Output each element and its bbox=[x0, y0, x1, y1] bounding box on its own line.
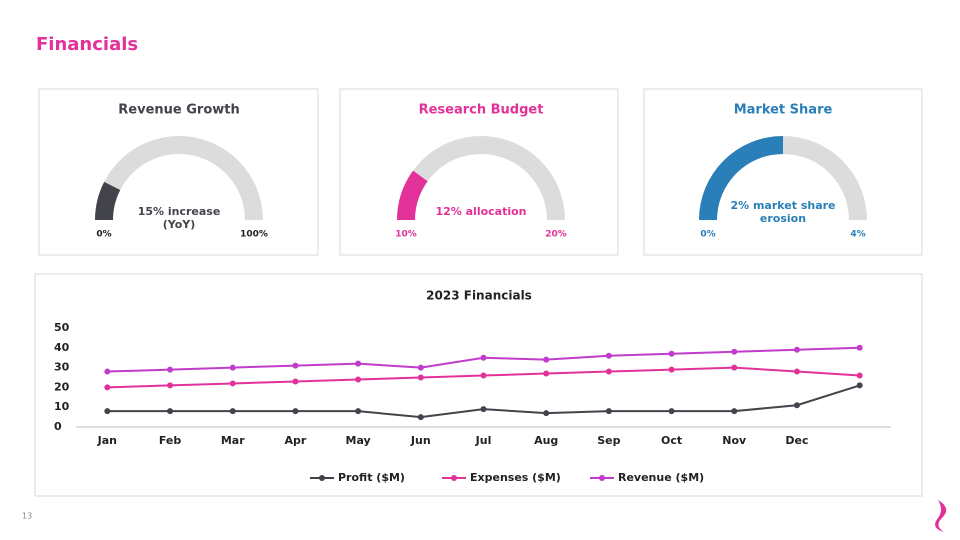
x-tick-label: Feb bbox=[159, 434, 182, 447]
x-tick-label: Aug bbox=[534, 434, 558, 447]
gauge-label: 12% allocation bbox=[435, 205, 527, 218]
chart-title: 2023 Financials bbox=[426, 289, 532, 303]
data-point bbox=[355, 360, 362, 367]
series-line bbox=[107, 384, 860, 419]
gauge-tick-label: 100% bbox=[240, 230, 268, 240]
data-point bbox=[104, 384, 111, 391]
gauge-title: Revenue Growth bbox=[118, 103, 239, 118]
data-point bbox=[292, 408, 299, 415]
gauge-title: Market Share bbox=[734, 103, 833, 118]
data-point bbox=[668, 366, 675, 373]
x-tick-label: Nov bbox=[722, 434, 747, 447]
x-tick-label: May bbox=[346, 434, 371, 447]
x-tick-label: Jan bbox=[97, 434, 117, 447]
data-point bbox=[229, 380, 236, 387]
panel bbox=[34, 273, 923, 497]
data-point bbox=[480, 406, 487, 413]
gauge-title: Research Budget bbox=[419, 103, 544, 118]
x-tick-label: Dec bbox=[785, 434, 808, 447]
x-tick-label: Jul bbox=[475, 434, 492, 447]
data-point bbox=[543, 356, 550, 363]
gauge-tick-label: 10% bbox=[395, 230, 417, 240]
gauge-track bbox=[95, 136, 263, 220]
data-point bbox=[229, 364, 236, 371]
data-point bbox=[167, 408, 174, 415]
gauge-fill bbox=[95, 181, 121, 220]
data-point bbox=[543, 410, 550, 417]
data-point bbox=[417, 414, 424, 421]
data-point bbox=[355, 408, 362, 415]
data-point bbox=[167, 382, 174, 389]
legend-marker bbox=[451, 475, 457, 481]
gauge-label: 15% increase (YoY) bbox=[137, 205, 221, 231]
gauge-track bbox=[397, 136, 565, 220]
data-point bbox=[605, 408, 612, 415]
slide-title: Financials bbox=[36, 34, 138, 55]
x-tick-label: Jun bbox=[410, 434, 431, 447]
x-tick-label: Oct bbox=[661, 434, 682, 447]
data-point bbox=[480, 372, 487, 379]
data-point bbox=[605, 368, 612, 375]
gauge-label: 2% market share erosion bbox=[730, 199, 836, 225]
data-point bbox=[417, 364, 424, 371]
y-tick-label: 20 bbox=[54, 380, 70, 393]
data-point bbox=[668, 408, 675, 415]
data-point bbox=[605, 352, 612, 359]
data-point bbox=[417, 374, 424, 381]
data-point bbox=[167, 366, 174, 373]
y-tick-label: 10 bbox=[54, 400, 70, 413]
x-tick-label: Sep bbox=[597, 434, 620, 447]
page-number: 13 bbox=[22, 512, 32, 521]
x-tick-label: Mar bbox=[221, 434, 245, 447]
gauge-tick-label: 0% bbox=[96, 230, 111, 240]
legend-marker bbox=[599, 475, 605, 481]
data-point bbox=[229, 408, 236, 415]
data-point bbox=[856, 382, 863, 389]
gauge-fill bbox=[699, 136, 783, 220]
data-point bbox=[731, 348, 738, 355]
data-point bbox=[292, 362, 299, 369]
data-point bbox=[793, 402, 800, 409]
gauge-tick-label: 4% bbox=[850, 230, 865, 240]
panel bbox=[643, 88, 923, 256]
panel bbox=[339, 88, 619, 256]
data-point bbox=[731, 408, 738, 415]
gauge-tick-label: 0% bbox=[700, 230, 715, 240]
gauge-tick-label: 20% bbox=[545, 230, 567, 240]
data-point bbox=[856, 344, 863, 351]
logo bbox=[935, 500, 947, 532]
y-tick-label: 30 bbox=[54, 361, 70, 374]
data-point bbox=[793, 368, 800, 375]
legend-label: Revenue ($M) bbox=[618, 471, 704, 484]
gauge-fill bbox=[397, 170, 428, 220]
legend-label: Expenses ($M) bbox=[470, 471, 561, 484]
data-point bbox=[480, 354, 487, 361]
data-point bbox=[104, 368, 111, 375]
data-point bbox=[292, 378, 299, 385]
x-tick-label: Apr bbox=[285, 434, 307, 447]
legend-label: Profit ($M) bbox=[338, 471, 405, 484]
y-tick-label: 40 bbox=[54, 341, 70, 354]
y-tick-label: 0 bbox=[54, 420, 62, 433]
data-point bbox=[355, 376, 362, 383]
panel bbox=[38, 88, 319, 256]
data-point bbox=[856, 372, 863, 379]
y-tick-label: 50 bbox=[54, 321, 70, 334]
data-point bbox=[793, 346, 800, 353]
data-point bbox=[668, 350, 675, 357]
data-point bbox=[731, 364, 738, 371]
data-point bbox=[543, 370, 550, 377]
legend-marker bbox=[319, 475, 325, 481]
data-point bbox=[104, 408, 111, 415]
